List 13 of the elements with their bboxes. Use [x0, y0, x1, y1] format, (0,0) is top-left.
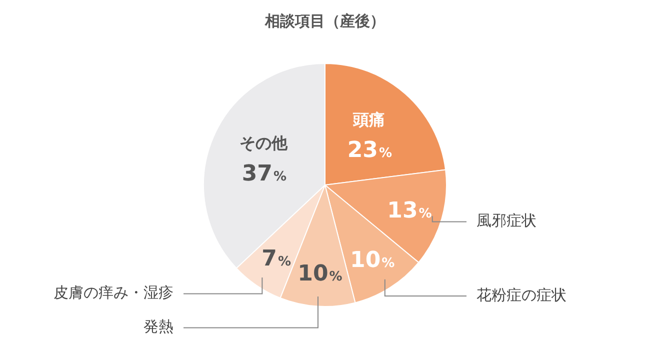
slice-label: 皮膚の痒み・湿疹 — [54, 284, 174, 302]
data-label: 7% — [262, 246, 291, 272]
slice-label: 発熱 — [144, 318, 174, 336]
data-label: 13% — [387, 198, 432, 224]
slice-label: 花粉症の症状 — [476, 286, 566, 304]
slice-label: 風邪症状 — [476, 212, 536, 230]
data-label: 23% — [347, 138, 392, 163]
chart-title: 相談項目（産後） — [264, 12, 385, 30]
data-label: 10% — [298, 261, 342, 286]
data-label: 37% — [242, 161, 286, 186]
slice-label: 頭痛 — [352, 110, 386, 130]
data-label: 10% — [350, 248, 395, 273]
slice-label: その他 — [240, 134, 289, 153]
